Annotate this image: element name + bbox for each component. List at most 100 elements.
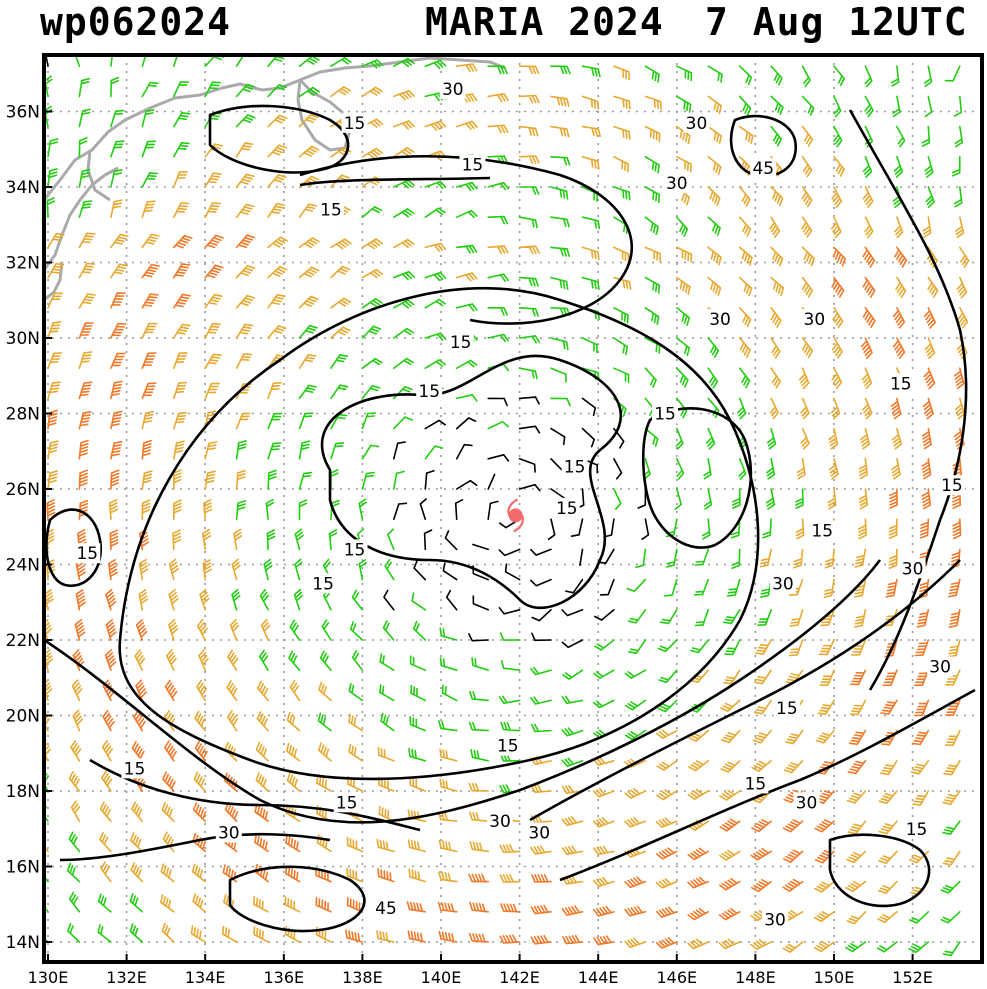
wind-barb (487, 420, 510, 430)
wind-barb (315, 896, 332, 913)
lon-label: 140E (421, 968, 462, 987)
wind-barb (455, 303, 478, 312)
wind-barb (504, 563, 521, 581)
wind-barb (860, 337, 873, 359)
wind-barb (358, 558, 367, 581)
lat-label: 24N (6, 556, 40, 576)
wind-barb (204, 441, 218, 460)
wind-barb (107, 559, 118, 581)
wind-barb (947, 639, 961, 658)
wind-barb (655, 847, 678, 860)
wind-barb (71, 679, 83, 702)
wind-barb (944, 669, 961, 686)
contour-label: 30 (902, 559, 924, 579)
wind-barb (860, 427, 870, 450)
wind-barb (846, 911, 867, 925)
wind-barb (99, 801, 112, 822)
wind-barb (919, 518, 930, 539)
wind-barb (289, 619, 301, 641)
wind-barb (624, 847, 647, 858)
wind-barb (801, 65, 811, 88)
wind-barb (393, 208, 415, 218)
contour-labels: 30 15 30 15 45 30 15 30 30 15 15 15 15 15 15 15 15 15 15 30… (74, 78, 965, 930)
wind-barb (67, 923, 81, 943)
wind-barb (831, 367, 843, 390)
wind-barb (469, 690, 489, 702)
isotach (208, 104, 350, 174)
wind-barb (530, 723, 552, 733)
wind-barb (70, 740, 82, 762)
wind-barb (361, 444, 380, 460)
wind-barb (235, 142, 254, 158)
wind-barb (676, 216, 689, 237)
wind-barb (785, 729, 804, 745)
wind-barb (439, 657, 458, 671)
wind-barb (406, 901, 427, 913)
wind-barb (298, 175, 320, 188)
wind-barb (393, 238, 415, 249)
wind-barb (204, 470, 216, 490)
wind-barb (689, 699, 709, 713)
wind-barb (78, 137, 88, 158)
wind-barb (550, 95, 570, 107)
wind-barb (78, 168, 91, 188)
wind-barb (910, 760, 930, 775)
wind-barb (192, 802, 207, 822)
wind-barb (298, 440, 311, 460)
wind-barb (657, 699, 678, 713)
wind-barb (644, 125, 661, 142)
contour-label-bg (526, 822, 553, 843)
wind-barb (78, 351, 93, 369)
wind-barb (419, 498, 427, 520)
wind-barb (888, 518, 898, 539)
wind-barb (229, 619, 240, 641)
wind-barb (813, 911, 835, 923)
wind-barb (455, 244, 478, 254)
wind-barb (880, 760, 898, 776)
wind-barb (628, 639, 647, 654)
wind-barb (689, 669, 709, 684)
coastline-segment (44, 56, 506, 201)
wind-barb (952, 488, 961, 509)
wind-barb (914, 699, 930, 717)
wind-barb (518, 458, 536, 473)
wind-barb (864, 65, 873, 88)
lat-label: 18N (6, 782, 40, 802)
wind-barb (455, 359, 478, 369)
wind-barb (613, 125, 631, 140)
wind-barb (455, 120, 478, 130)
wind-barb (110, 233, 129, 249)
isotach (828, 833, 931, 908)
wind-barb (914, 639, 930, 657)
wind-barb (644, 186, 661, 204)
wind-barb (814, 850, 835, 864)
wind-barb (499, 632, 521, 641)
wind-barb (384, 559, 395, 581)
storm-center (507, 498, 525, 533)
wind-barb (224, 741, 238, 762)
wind-barb (361, 206, 383, 218)
wind-barb (110, 380, 123, 400)
wind-barb (68, 771, 81, 792)
wind-barb (298, 354, 317, 369)
wind-barb (78, 200, 93, 218)
wind-barb (393, 147, 415, 158)
wind-barb (468, 782, 489, 792)
wind-barb (890, 65, 900, 87)
wind-barb (922, 216, 932, 238)
wind-barb (923, 367, 936, 390)
wind-barb (407, 839, 427, 853)
wind-barb (235, 440, 247, 460)
wind-barb (518, 396, 540, 405)
wind-barb (393, 470, 405, 490)
wind-barb (160, 863, 175, 883)
wind-barb (720, 699, 741, 712)
wind-barb (330, 57, 352, 67)
wind-barb (267, 174, 287, 188)
wind-barb (858, 488, 868, 510)
isotach (529, 559, 961, 822)
map-frame (42, 53, 984, 964)
wind-barb (393, 502, 408, 520)
wind-barb (379, 684, 395, 702)
wind-barb (361, 325, 382, 339)
